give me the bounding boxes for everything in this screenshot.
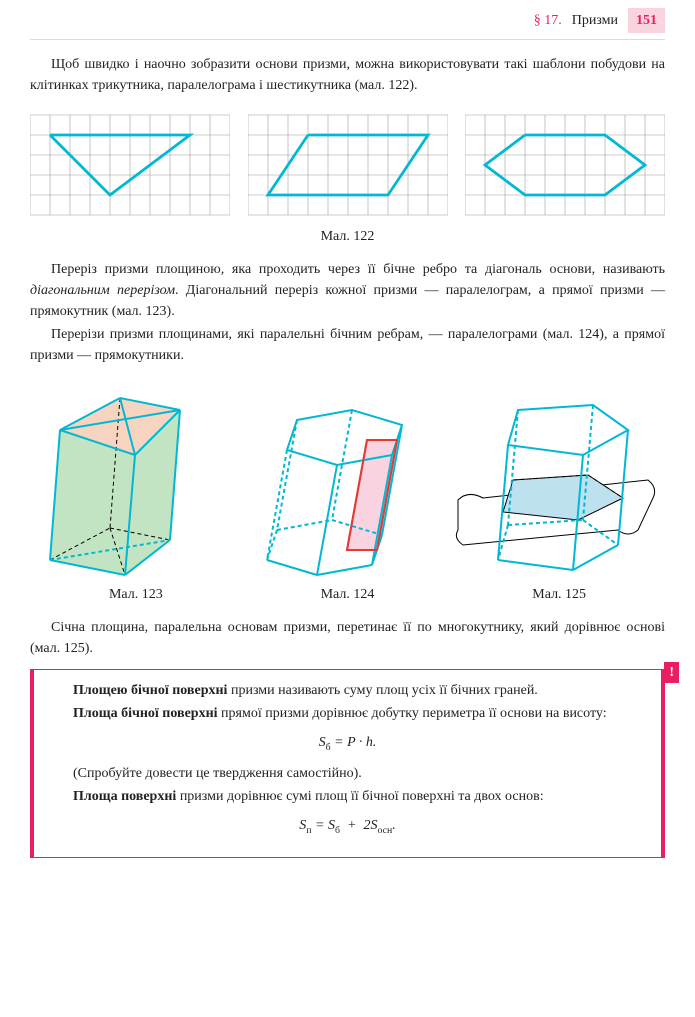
grid-triangle: [30, 110, 230, 220]
def-line-1: Площею бічної поверхні призми називають …: [52, 680, 643, 701]
section-title: Призми: [572, 10, 618, 31]
paragraph-2: Переріз призми площиною, яка проходить ч…: [30, 259, 665, 322]
formula-1: Sб = P · h.: [52, 732, 643, 755]
page-number: 151: [628, 8, 665, 33]
formula-2: Sп = Sб + 2Sосн.: [52, 815, 643, 838]
paragraph-1: Щоб швидко і наочно зобразити основи при…: [30, 54, 665, 96]
paragraph-3: Перерізи призми площинами, які паралельн…: [30, 324, 665, 366]
prism-124: [242, 380, 442, 580]
figure-122-row: [30, 110, 665, 220]
def-line-2: Площа бічної поверхні прямої призми дорі…: [52, 703, 643, 724]
page-content: Щоб швидко і наочно зобразити основи при…: [0, 40, 695, 878]
figure-123-caption: Мал. 123: [30, 584, 242, 605]
figure-125-caption: Мал. 125: [453, 584, 665, 605]
grid-parallelogram: [248, 110, 448, 220]
prism-125: [453, 380, 663, 580]
page-header: § 17. Призми 151: [30, 0, 665, 40]
definition-box: Площею бічної поверхні призми називають …: [30, 669, 665, 858]
grid-hexagon: [465, 110, 665, 220]
figure-prisms-row: Мал. 123 Мал. 124 Мал. 125: [30, 380, 665, 617]
figure-124-caption: Мал. 124: [242, 584, 454, 605]
figure-122-caption: Мал. 122: [30, 226, 665, 247]
def-line-4: Площа поверхні призми дорівнює сумі площ…: [52, 786, 643, 807]
prism-123: [30, 380, 230, 580]
paragraph-4: Січна площина, паралельна основам призми…: [30, 617, 665, 659]
def-line-3: (Спробуйте довести це твердження самості…: [52, 763, 643, 784]
section-number: § 17.: [534, 10, 562, 31]
